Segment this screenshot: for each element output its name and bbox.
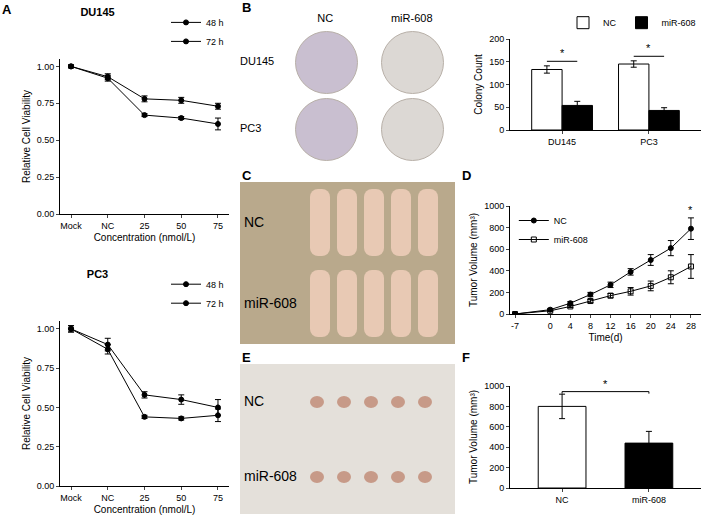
svg-text:0.25: 0.25 (37, 442, 55, 452)
html-text:NC: NC (317, 12, 334, 24)
svg-text:*: * (603, 378, 608, 390)
svg-text:*: * (646, 42, 651, 54)
svg-text:NC: NC (556, 495, 569, 505)
svg-text:1000: 1000 (484, 381, 504, 391)
html-text:miR-608: miR-608 (391, 12, 433, 24)
svg-text:*: * (688, 204, 693, 216)
svg-text:DU145: DU145 (548, 137, 576, 147)
svg-text:1.00: 1.00 (37, 62, 55, 72)
svg-text:4: 4 (568, 321, 573, 331)
html-text:F: F (462, 350, 470, 365)
svg-text:75: 75 (213, 221, 223, 231)
svg-text:0: 0 (499, 309, 504, 319)
svg-text:75: 75 (213, 493, 223, 503)
svg-text:0.50: 0.50 (37, 135, 55, 145)
svg-text:Tumor Volume (mm³): Tumor Volume (mm³) (468, 390, 479, 484)
svg-text:0: 0 (499, 125, 504, 135)
svg-text:Tumor Volume (mm³): Tumor Volume (mm³) (468, 213, 479, 307)
svg-text:0.25: 0.25 (37, 172, 55, 182)
svg-text:50: 50 (176, 493, 186, 503)
svg-text:50: 50 (176, 221, 186, 231)
svg-text:8: 8 (588, 321, 593, 331)
svg-text:100: 100 (489, 80, 504, 90)
svg-text:0.00: 0.00 (37, 209, 55, 219)
svg-text:PC3: PC3 (87, 268, 108, 280)
svg-text:150: 150 (489, 57, 504, 67)
svg-text:Concentration (nmol/L): Concentration (nmol/L) (94, 504, 196, 515)
html-text:E: E (242, 350, 251, 365)
svg-text:800: 800 (489, 402, 504, 412)
svg-text:Mock: Mock (60, 493, 82, 503)
svg-text:NC: NC (554, 216, 567, 226)
svg-text:600: 600 (489, 244, 504, 254)
svg-text:0.00: 0.00 (37, 481, 55, 491)
svg-text:NC: NC (101, 493, 114, 503)
svg-text:NC: NC (603, 18, 616, 28)
svg-text:DU145: DU145 (80, 6, 114, 18)
svg-text:16: 16 (626, 321, 636, 331)
html-text:miR-608: miR-608 (244, 294, 297, 311)
html-text:miR-608: miR-608 (244, 467, 297, 484)
svg-text:72 h: 72 h (206, 37, 224, 47)
html-text:B: B (242, 0, 252, 15)
html-text:NC: NC (244, 213, 265, 230)
svg-text:miR-608: miR-608 (662, 18, 696, 28)
html-text:PC3: PC3 (240, 121, 262, 134)
svg-text:0.50: 0.50 (37, 403, 55, 413)
svg-text:Concentration (nmol/L): Concentration (nmol/L) (94, 232, 196, 243)
svg-text:50: 50 (494, 102, 504, 112)
svg-text:200: 200 (489, 34, 504, 44)
svg-text:-7: -7 (511, 321, 519, 331)
svg-text:Relative Cell Viability: Relative Cell Viability (21, 357, 32, 450)
svg-text:1.00: 1.00 (37, 324, 55, 334)
html-text:D: D (462, 168, 472, 183)
svg-text:NC: NC (101, 221, 114, 231)
svg-text:25: 25 (139, 221, 149, 231)
svg-text:miR-608: miR-608 (632, 495, 666, 505)
svg-text:0.75: 0.75 (37, 98, 55, 108)
svg-text:200: 200 (489, 288, 504, 298)
svg-text:Relative Cell Viability: Relative Cell Viability (21, 90, 32, 183)
svg-text:25: 25 (139, 493, 149, 503)
html-text:NC: NC (244, 392, 265, 409)
svg-text:Time(d): Time(d) (588, 332, 622, 343)
svg-text:1000: 1000 (484, 201, 504, 211)
svg-text:20: 20 (646, 321, 656, 331)
svg-text:48 h: 48 h (206, 18, 224, 28)
svg-text:0.75: 0.75 (37, 363, 55, 373)
svg-text:400: 400 (489, 442, 504, 452)
svg-text:Colony Count: Colony Count (473, 54, 484, 115)
svg-text:miR-608: miR-608 (554, 235, 588, 245)
svg-text:24: 24 (666, 321, 676, 331)
svg-text:400: 400 (489, 266, 504, 276)
svg-text:0: 0 (548, 321, 553, 331)
svg-text:Mock: Mock (60, 221, 82, 231)
html-text:DU145: DU145 (240, 54, 275, 67)
svg-text:48 h: 48 h (206, 280, 224, 290)
html-text:C: C (242, 168, 252, 183)
svg-text:28: 28 (686, 321, 696, 331)
svg-text:*: * (560, 47, 565, 59)
svg-text:12: 12 (606, 321, 616, 331)
svg-text:600: 600 (489, 422, 504, 432)
svg-text:72 h: 72 h (206, 299, 224, 309)
svg-text:PC3: PC3 (640, 137, 658, 147)
svg-text:0: 0 (499, 483, 504, 493)
svg-text:200: 200 (489, 463, 504, 473)
html-text:A: A (2, 2, 12, 17)
svg-text:800: 800 (489, 223, 504, 233)
